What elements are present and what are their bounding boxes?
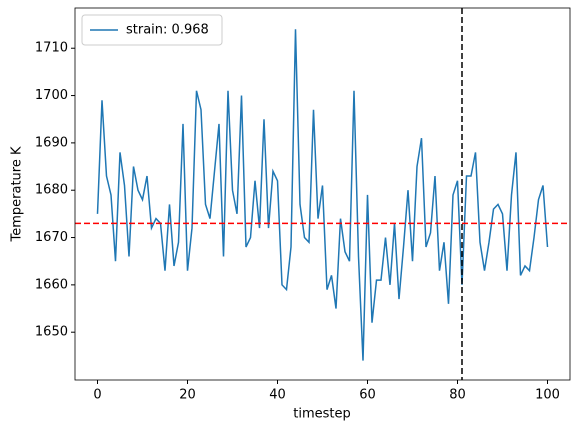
x-tick-label: 80 bbox=[449, 388, 466, 403]
legend-box bbox=[81, 14, 223, 46]
y-tick-label: 1710 bbox=[35, 41, 68, 56]
x-tick-label: 20 bbox=[179, 388, 196, 403]
x-tick-label: 0 bbox=[93, 388, 101, 403]
x-tick-label: 60 bbox=[359, 388, 376, 403]
x-tick-label: 40 bbox=[269, 388, 286, 403]
y-tick-label: 1650 bbox=[35, 325, 68, 340]
y-tick-label: 1660 bbox=[35, 277, 68, 292]
y-tick-label: 1670 bbox=[35, 230, 68, 245]
legend-label: strain: 0.968 bbox=[126, 23, 209, 38]
x-axis-label: timestep bbox=[293, 407, 351, 422]
data-line bbox=[96, 29, 549, 361]
y-tick-label: 1680 bbox=[35, 183, 68, 198]
y-tick-label: 1700 bbox=[35, 88, 68, 103]
y-axis-label: Temperature K bbox=[10, 146, 25, 242]
x-tick-label: 100 bbox=[535, 388, 560, 403]
y-tick-label: 1690 bbox=[35, 135, 68, 150]
plot-frame bbox=[74, 7, 571, 381]
